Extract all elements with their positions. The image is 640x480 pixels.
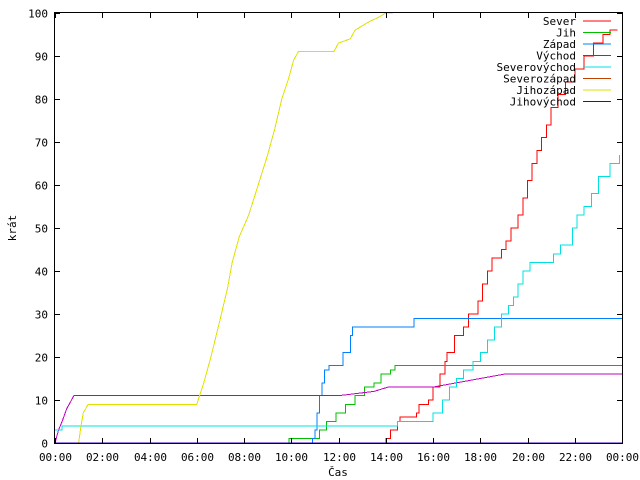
legend-label: Severozápad bbox=[503, 73, 576, 86]
series-line-0 bbox=[383, 29, 618, 444]
x-tick-label: 06:00 bbox=[181, 451, 214, 464]
legend-label: Jih bbox=[556, 27, 576, 40]
y-tick-label: 10 bbox=[35, 395, 48, 408]
x-tick-label: 16:00 bbox=[417, 451, 450, 464]
x-tick-label: 10:00 bbox=[275, 451, 308, 464]
y-tick-label: 40 bbox=[35, 266, 48, 279]
ticks-layer: 00:00 02:00 04:00 06:00 08:00 10:00 12:00 14:00… bbox=[28, 8, 639, 465]
series-line-6 bbox=[78, 12, 393, 444]
series-line-1 bbox=[286, 365, 622, 444]
x-tick-label: 00:00 bbox=[606, 451, 639, 464]
y-tick-label: 20 bbox=[35, 352, 48, 365]
y-tick-label: 50 bbox=[35, 223, 48, 236]
legend-label: Jihozápad bbox=[516, 84, 576, 97]
x-tick-label: 02:00 bbox=[86, 451, 119, 464]
y-tick-label: 80 bbox=[35, 94, 48, 107]
y-tick-label: 0 bbox=[41, 438, 48, 451]
legend-label: Severovýchod bbox=[497, 61, 576, 74]
legend-label: Sever bbox=[543, 15, 576, 28]
x-tick-label: 08:00 bbox=[228, 451, 261, 464]
x-tick-label: 22:00 bbox=[559, 451, 592, 464]
x-axis-label: Čas bbox=[328, 466, 348, 479]
legend-label: Západ bbox=[543, 38, 576, 51]
y-tick-label: 30 bbox=[35, 309, 48, 322]
x-tick-label: 00:00 bbox=[39, 451, 72, 464]
series-line-2 bbox=[310, 317, 622, 444]
x-tick-label: 04:00 bbox=[134, 451, 167, 464]
x-tick-label: 14:00 bbox=[370, 451, 403, 464]
legend: SeverJihZápadVýchodSeverovýchodSeverozáp… bbox=[497, 15, 611, 109]
legend-label: Jihovýchod bbox=[510, 96, 576, 109]
y-tick-label: 100 bbox=[28, 8, 48, 21]
y-tick-label: 70 bbox=[35, 137, 48, 150]
y-tick-label: 60 bbox=[35, 180, 48, 193]
x-tick-label: 20:00 bbox=[512, 451, 545, 464]
series-line-4 bbox=[55, 154, 621, 431]
y-tick-label: 90 bbox=[35, 51, 48, 64]
x-tick-label: 12:00 bbox=[323, 451, 356, 464]
plot-frame bbox=[54, 12, 623, 444]
y-axis-label: krát bbox=[6, 215, 19, 242]
series-line-3 bbox=[54, 373, 622, 444]
x-tick-label: 18:00 bbox=[464, 451, 497, 464]
legend-label: Východ bbox=[536, 50, 576, 63]
